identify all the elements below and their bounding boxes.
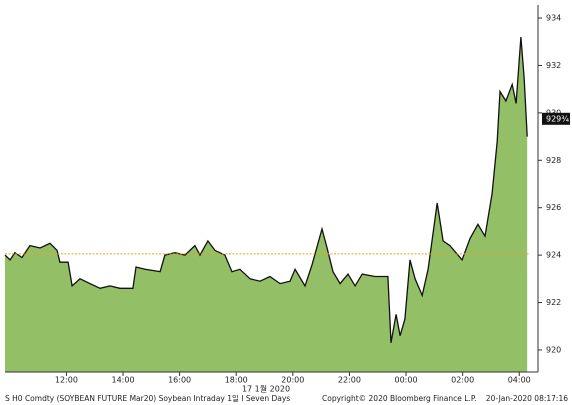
footer-right: 20-Jan-2020 08:17:16 bbox=[486, 394, 568, 403]
x-tick-label: 20:00 bbox=[281, 376, 304, 385]
last-price-box bbox=[542, 112, 570, 125]
price-line bbox=[4, 36, 528, 343]
area bbox=[5, 37, 528, 372]
y-tick-label: 924 bbox=[546, 251, 561, 260]
y-tick-label: 932 bbox=[546, 61, 561, 70]
x-tick-label: 22:00 bbox=[338, 376, 361, 385]
y-tick-label: 926 bbox=[546, 203, 561, 212]
x-tick-label: 02:00 bbox=[451, 376, 474, 385]
x-tick-label: 12:00 bbox=[55, 376, 78, 385]
x-tick-label: 14:00 bbox=[111, 376, 134, 385]
y-tick-label: 920 bbox=[546, 345, 561, 354]
y-tick-label: 934 bbox=[546, 14, 561, 23]
x-tick-label: 00:00 bbox=[395, 376, 418, 385]
last-price-label: 929¾ bbox=[546, 114, 569, 123]
x-tick-label: 04:00 bbox=[508, 376, 531, 385]
date-label: 17 1월 2020 bbox=[242, 384, 290, 394]
y-tick-label: 928 bbox=[546, 156, 561, 165]
footer-left: S H0 Comdty (SOYBEAN FUTURE Mar20) Soybe… bbox=[5, 394, 290, 403]
x-tick-label: 16:00 bbox=[168, 376, 191, 385]
y-tick-label: 922 bbox=[546, 298, 561, 307]
footer-center: Copyright© 2020 Bloomberg Finance L.P. bbox=[322, 394, 477, 403]
x-tick-label: 18:00 bbox=[225, 376, 248, 385]
